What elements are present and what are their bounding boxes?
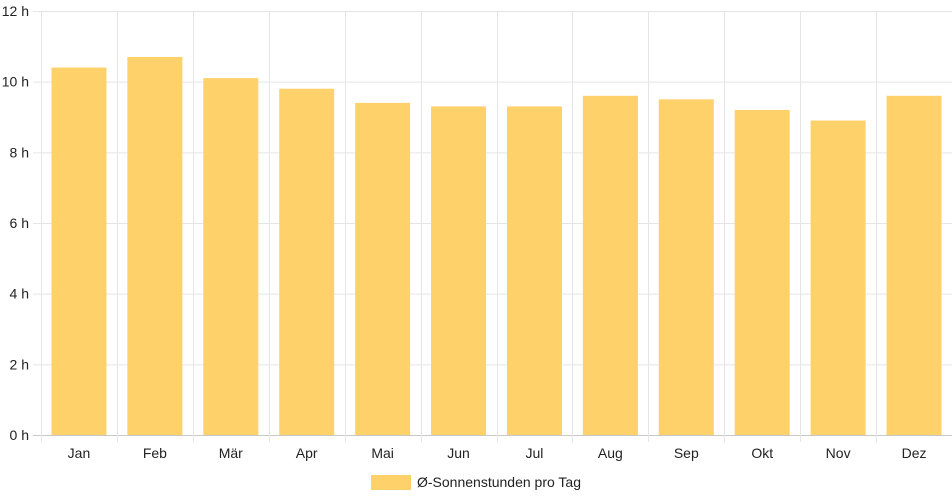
gridlines: [33, 11, 952, 442]
legend-swatch: [371, 475, 411, 490]
x-tick-label: Feb: [143, 445, 167, 461]
y-tick-label: 12 h: [2, 3, 29, 19]
x-tick-label: Jul: [526, 445, 544, 461]
x-tick-label: Jun: [447, 445, 470, 461]
bar-dez[interactable]: [886, 95, 942, 436]
bar-sep[interactable]: [658, 99, 714, 435]
x-tick-label: Okt: [751, 445, 773, 461]
bars: [51, 56, 942, 436]
x-tick-label: Jan: [68, 445, 91, 461]
legend-label: Ø-Sonnenstunden pro Tag: [417, 474, 581, 490]
x-tick-label: Aug: [598, 445, 623, 461]
x-tick-label: Mai: [371, 445, 394, 461]
y-tick-label: 6 h: [10, 215, 29, 231]
bar-mai[interactable]: [355, 102, 411, 435]
x-tick-label: Apr: [296, 445, 318, 461]
bar-feb[interactable]: [127, 56, 183, 435]
bar-jul[interactable]: [506, 106, 562, 436]
x-tick-label: Mär: [219, 445, 243, 461]
bar-okt[interactable]: [734, 109, 790, 435]
y-tick-label: 8 h: [10, 144, 29, 160]
x-tick-label: Nov: [826, 445, 851, 461]
bar-jun[interactable]: [431, 106, 487, 436]
axes: 0 h 2 h 4 h 6 h 8 h 10 h 12 h Jan Feb Mär Apr Mai Ju…: [2, 3, 927, 461]
x-tick-label: Dez: [902, 445, 927, 461]
y-tick-label: 10 h: [2, 74, 29, 90]
legend[interactable]: Ø-Sonnenstunden pro Tag: [371, 474, 581, 490]
x-tick-label: Sep: [674, 445, 699, 461]
y-tick-label: 2 h: [10, 356, 29, 372]
bar-apr[interactable]: [279, 88, 335, 435]
bar-nov[interactable]: [810, 120, 866, 436]
bar-jan[interactable]: [51, 67, 107, 436]
y-tick-label: 0 h: [10, 427, 29, 443]
bar-aug[interactable]: [582, 95, 638, 436]
bar-mär[interactable]: [203, 78, 259, 435]
y-tick-label: 4 h: [10, 286, 29, 302]
